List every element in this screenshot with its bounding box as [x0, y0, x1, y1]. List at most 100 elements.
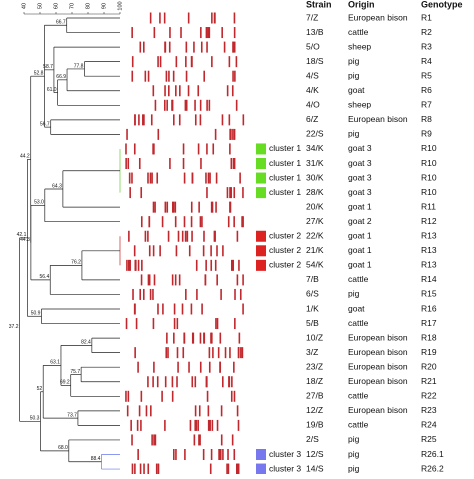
gel-band: [155, 463, 158, 475]
gel-band: [148, 216, 151, 228]
node-similarity: 37.2: [9, 324, 19, 330]
gel-band: [234, 70, 236, 82]
gel-band: [182, 158, 185, 169]
gel-band: [235, 99, 238, 111]
node-similarity: 77.8: [74, 63, 84, 69]
genotype: R26.1: [421, 449, 444, 459]
strain: 18/Z: [306, 376, 323, 386]
gel-band: [132, 288, 134, 300]
gel-band: [140, 274, 143, 286]
origin: pig: [348, 463, 360, 473]
gel-band: [239, 172, 241, 184]
gel-band: [171, 99, 173, 111]
gel-band: [167, 230, 170, 242]
gel-band: [177, 230, 180, 242]
genotype: R16: [421, 303, 437, 313]
gel-band: [233, 41, 236, 53]
strain: 34/K: [306, 143, 324, 153]
gel-band: [230, 390, 233, 402]
origin: cattle: [348, 27, 369, 37]
gel-band: [150, 405, 152, 417]
node-similarity: 75.7: [70, 369, 80, 375]
node-similarity: 82.4: [81, 340, 91, 346]
gel-band: [139, 288, 142, 300]
node-similarity: 50.9: [31, 311, 41, 317]
node-similarity: 53.0: [34, 200, 44, 206]
gel-band: [196, 288, 198, 300]
genotype: R10: [421, 158, 437, 168]
gel-band: [232, 259, 234, 271]
gel-band: [169, 158, 171, 169]
origin: goat: [348, 85, 365, 95]
gel-band: [188, 245, 191, 257]
strain: 27/B: [306, 391, 324, 401]
gel-band: [133, 303, 136, 315]
gel-band: [194, 376, 197, 388]
gel-band: [219, 332, 222, 344]
gel-band: [154, 99, 157, 111]
gel-band: [152, 288, 154, 300]
gel-band: [175, 56, 178, 68]
strain: 7/B: [306, 274, 319, 284]
gel-band: [127, 259, 130, 271]
gel-band: [148, 274, 151, 286]
genotype: R13: [421, 231, 437, 241]
gel-band: [152, 245, 155, 257]
gel-band: [178, 274, 181, 286]
gel-band: [164, 99, 166, 111]
strain: 20/K: [306, 201, 324, 211]
cluster-swatch: [256, 245, 266, 257]
strain: 12/S: [306, 449, 324, 459]
gel-band: [159, 12, 161, 24]
gel-band: [128, 230, 130, 242]
strain: 3/Z: [306, 347, 318, 357]
scale-tick-label: 50: [37, 3, 43, 9]
origin: goat 3: [348, 158, 372, 168]
gel-band: [210, 259, 213, 271]
gel-band: [133, 143, 136, 155]
genotype: R18: [421, 332, 437, 342]
gel-band: [235, 56, 238, 68]
gel-band: [164, 376, 167, 388]
strain: 5/O: [306, 41, 320, 51]
strain: 12/Z: [306, 405, 323, 415]
gel-band: [228, 114, 231, 126]
strain: 1/K: [306, 303, 319, 313]
node-similarity: 56.4: [40, 274, 50, 280]
genotype: R24: [421, 420, 437, 430]
gel-band: [195, 419, 198, 431]
origin: European bison: [348, 347, 408, 357]
gel-band: [140, 187, 143, 199]
gel-band: [176, 347, 179, 359]
strain: 13/B: [306, 27, 324, 37]
gel-band: [230, 187, 232, 199]
gel-band: [229, 187, 231, 199]
cluster-swatch: [256, 187, 266, 199]
node-similarity: 64.3: [52, 183, 62, 189]
gel-band: [233, 216, 235, 228]
gel-band: [152, 201, 155, 213]
gel-band: [191, 376, 194, 388]
genotype: R9: [421, 129, 432, 139]
gel-band: [199, 99, 202, 111]
gel-band: [214, 12, 216, 24]
gel-band: [227, 463, 230, 475]
gel-band: [147, 274, 150, 286]
gel-band: [138, 114, 140, 126]
gel-band: [153, 361, 155, 373]
gel-band: [208, 27, 211, 39]
strain: 6/S: [306, 289, 319, 299]
gel-band: [166, 332, 168, 344]
gel-band: [219, 361, 222, 373]
cluster-swatch: [256, 230, 266, 242]
gel-band: [200, 41, 203, 53]
gel-band: [138, 158, 141, 169]
gel-band: [228, 376, 231, 388]
node-similarity: 76.2: [71, 260, 81, 266]
gel-band: [207, 172, 210, 184]
gel-band: [137, 361, 139, 373]
gel-band: [191, 332, 194, 344]
gel-band: [201, 303, 203, 315]
strain: 14/S: [306, 463, 324, 473]
cluster-label: cluster 2: [269, 231, 301, 241]
